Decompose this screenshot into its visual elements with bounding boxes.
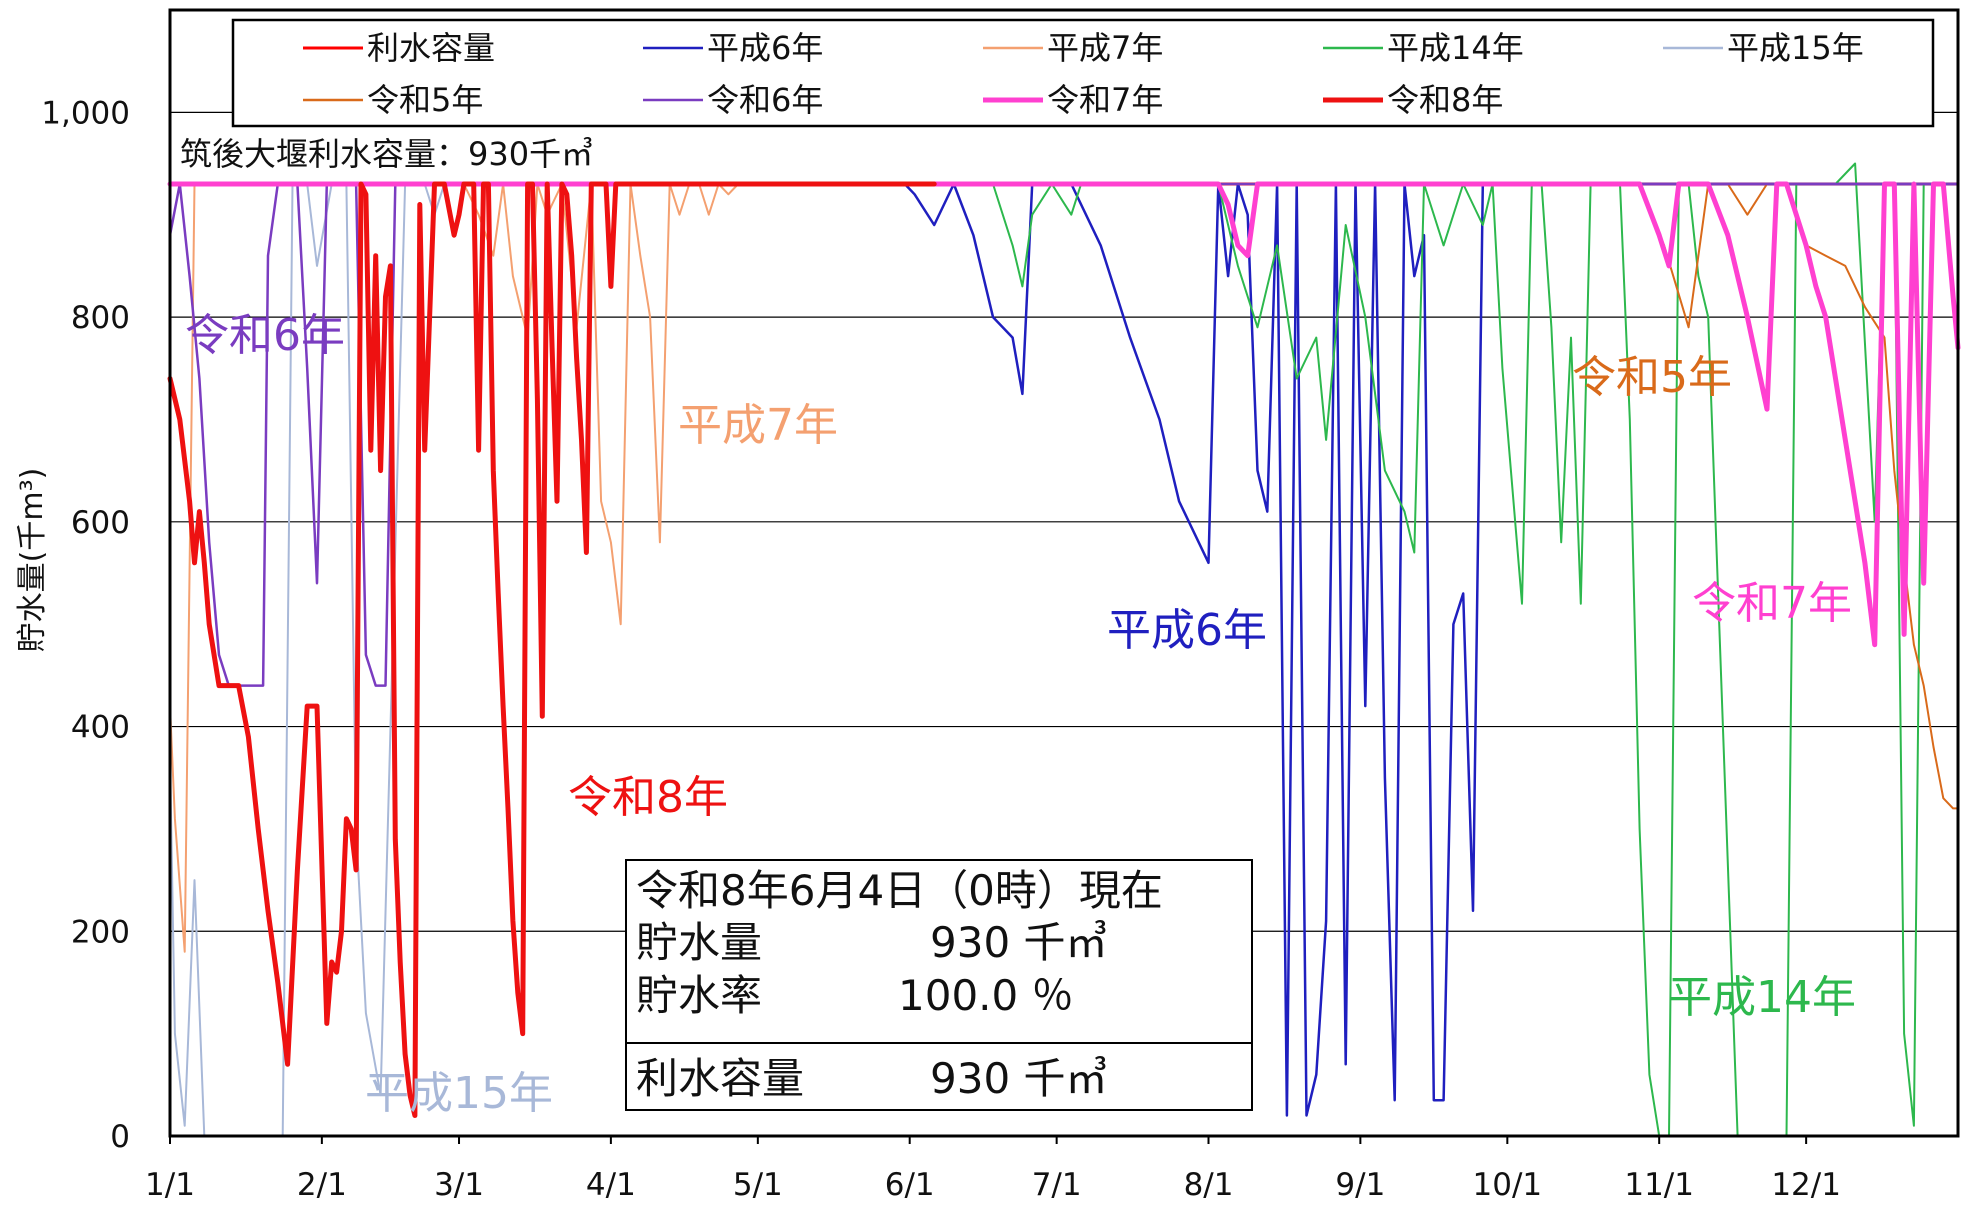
x-tick-label: 2/1 — [297, 1167, 347, 1201]
y-tick-label: 600 — [71, 505, 130, 541]
x-tick-label: 9/1 — [1335, 1167, 1385, 1201]
legend-item: 令和6年 — [643, 81, 823, 119]
x-tick-label: 8/1 — [1184, 1167, 1234, 1201]
legend-item: 平成14年 — [1323, 29, 1524, 67]
info-rate-value: 100.0 ％ — [898, 971, 1074, 1020]
y-tick-label: 800 — [71, 300, 130, 336]
x-tick-label: 5/1 — [733, 1167, 783, 1201]
x-tick-label: 10/1 — [1473, 1167, 1543, 1201]
y-axis-label: 貯水量(千m³) — [15, 468, 50, 653]
legend-item: 平成7年 — [983, 29, 1163, 67]
x-tick-label: 4/1 — [586, 1167, 636, 1201]
legend-label: 令和6年 — [707, 81, 823, 119]
legend-label: 令和5年 — [367, 81, 483, 119]
legend-label: 令和7年 — [1047, 81, 1163, 119]
info-capacity-label: 利水容量 — [636, 1054, 804, 1103]
legend-label: 令和8年 — [1387, 81, 1503, 119]
legend-label: 平成15年 — [1727, 29, 1864, 67]
annotation-heisei7: 平成7年 — [678, 400, 838, 451]
capacity-label: 筑後大堰利水容量：930千㎥ — [180, 135, 593, 173]
info-box: 令和8年6月4日（0時）現在 貯水量 930 千㎥ 貯水率 100.0 ％ 利水… — [625, 859, 1253, 1111]
info-box-frame — [625, 859, 1253, 1111]
legend-frame — [231, 18, 1935, 128]
plot-frame — [168, 8, 1960, 1138]
series-line-8 — [167, 181, 937, 1118]
series-layer — [167, 162, 1961, 1137]
x-tick-label: 1/1 — [145, 1167, 195, 1201]
y-tick-label: 200 — [71, 914, 130, 950]
legend-label: 平成6年 — [707, 29, 823, 67]
x-tick-label: 7/1 — [1032, 1167, 1082, 1201]
annotation-reiwa5: 令和5年 — [1572, 352, 1732, 403]
annotation-heisei6: 平成6年 — [1107, 605, 1267, 656]
info-storage-label: 貯水量 — [636, 918, 762, 967]
legend-item: 令和8年 — [1323, 81, 1503, 119]
legend-item: 令和5年 — [303, 81, 483, 119]
legend-label: 平成7年 — [1047, 29, 1163, 67]
y-tick-label: 1,000 — [41, 95, 130, 131]
x-tick-label: 3/1 — [434, 1167, 484, 1201]
x-tick-label: 6/1 — [885, 1167, 935, 1201]
annotation-reiwa7: 令和7年 — [1692, 578, 1852, 629]
annotation-heisei14: 平成14年 — [1668, 972, 1856, 1023]
annotation-reiwa8: 令和8年 — [568, 772, 728, 823]
info-rate-label: 貯水率 — [636, 971, 762, 1020]
annotation-heisei15: 平成15年 — [365, 1068, 553, 1119]
series-line-7 — [167, 181, 1961, 648]
axis-layer: 0 200 400 600 800 1,000 1/1 2/1 3/1 4/1 5/1 6/1 7/1 8… — [41, 8, 1960, 1203]
legend-item: 利水容量 — [303, 29, 495, 67]
y-tick-label: 0 — [110, 1119, 130, 1155]
y-tick-label: 400 — [71, 710, 130, 746]
legend-item: 平成15年 — [1663, 29, 1864, 67]
info-storage-value: 930 千㎥ — [930, 918, 1108, 967]
annotation-reiwa6: 令和6年 — [185, 310, 345, 361]
info-date-line: 令和8年6月4日（0時）現在 — [636, 866, 1163, 915]
legend-item: 平成6年 — [643, 29, 823, 67]
series-line-5 — [169, 183, 1959, 810]
x-tick-label: 12/1 — [1771, 1167, 1841, 1201]
series-line-4 — [169, 183, 1959, 1137]
legend-item: 令和7年 — [983, 81, 1163, 119]
legend-label: 利水容量 — [367, 29, 495, 67]
series-line-1 — [168, 182, 1960, 1117]
x-tick-label: 11/1 — [1624, 1167, 1694, 1201]
info-capacity-value: 930 千㎥ — [930, 1054, 1108, 1103]
legend-label: 平成14年 — [1387, 29, 1524, 67]
